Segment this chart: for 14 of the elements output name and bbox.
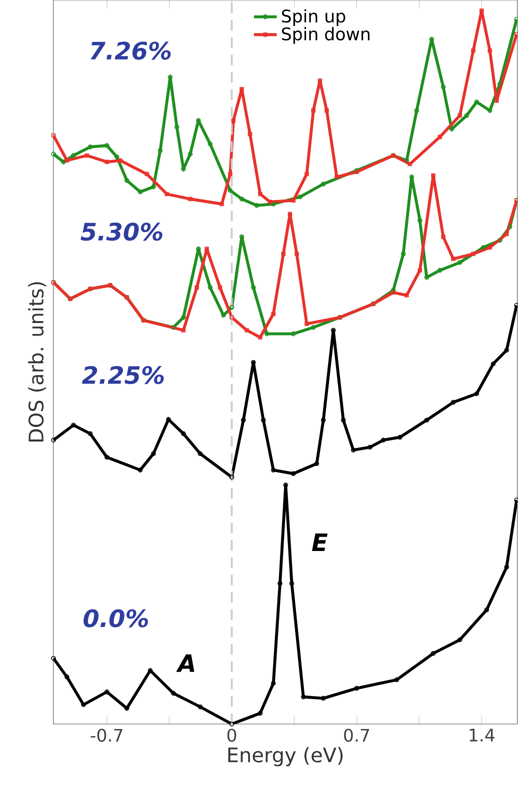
annotation: 5.30% [80, 222, 162, 241]
annotation: A [176, 654, 194, 672]
x-axis-title: Energy (eV) [228, 746, 343, 766]
x-tick-label: -0.7 [90, 728, 122, 742]
x-tick-label: 1.4 [470, 728, 494, 742]
legend-label: Spin up [282, 9, 346, 26]
x-tick-label: 0.7 [344, 728, 370, 742]
annotation: 2.25% [82, 366, 164, 384]
annotation: E [312, 534, 328, 552]
legend-label: Spin down [282, 27, 370, 44]
x-tick-label: 0 [227, 728, 236, 742]
annotation: 0.0% [84, 609, 148, 628]
y-axis-title: DOS (arb. units) [28, 282, 46, 442]
annotation: 7.26% [90, 42, 171, 60]
